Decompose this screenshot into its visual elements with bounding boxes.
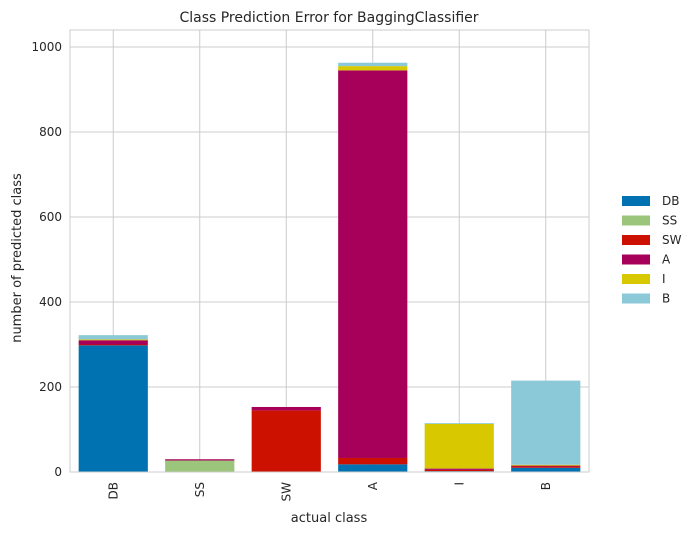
x-tick-label-sw: SW xyxy=(279,482,293,502)
bar-ss-a xyxy=(165,459,235,461)
bar-i-b xyxy=(424,423,494,424)
x-tick-labels: DB SS SW A I B xyxy=(106,481,553,501)
bar-db-i xyxy=(78,339,148,341)
x-tick-label-i: I xyxy=(452,482,466,486)
legend-swatch-b xyxy=(622,293,650,304)
bar-a-sw xyxy=(338,457,408,465)
bar-a-db xyxy=(338,464,408,472)
legend-label-ss: SS xyxy=(662,214,677,228)
bar-db-sw xyxy=(78,344,148,346)
bar-b-b xyxy=(511,380,581,465)
legend-swatch-a xyxy=(622,254,650,265)
y-tick-label-200: 200 xyxy=(39,380,62,394)
legend-swatch-i xyxy=(622,274,650,284)
x-tick-label-a: A xyxy=(366,481,380,490)
bar-db-a xyxy=(78,340,148,345)
x-tick-label-db: DB xyxy=(106,482,120,499)
y-tick-label-1000: 1000 xyxy=(31,40,62,54)
x-axis-label: actual class xyxy=(291,511,368,526)
y-tick-label-400: 400 xyxy=(39,295,62,309)
legend-swatch-db xyxy=(622,196,650,206)
bar-i-a xyxy=(424,468,494,470)
legend-label-a: A xyxy=(662,253,671,267)
plot-frame xyxy=(69,29,590,473)
x-tick-label-ss: SS xyxy=(193,482,207,497)
bar-b-sw xyxy=(511,466,581,468)
bars xyxy=(78,62,581,472)
y-tick-label-800: 800 xyxy=(39,125,62,139)
bar-sw-a xyxy=(251,406,321,411)
bar-i-i xyxy=(424,423,494,469)
y-tick-labels: 0 200 400 600 800 1000 xyxy=(31,40,62,479)
bar-db-db xyxy=(78,345,148,472)
chart-title: Class Prediction Error for BaggingClassi… xyxy=(179,10,478,26)
bar-db-b xyxy=(78,335,148,340)
y-axis-label: number of predicted class xyxy=(10,173,25,343)
legend-label-i: I xyxy=(662,272,666,286)
bar-b-i xyxy=(511,464,581,466)
bar-sw-sw xyxy=(251,410,321,472)
bar-b-a xyxy=(511,465,581,467)
bar-a-b xyxy=(338,62,408,67)
bar-a-i xyxy=(338,66,408,71)
legend-label-b: B xyxy=(662,292,670,306)
legend-swatch-ss xyxy=(622,215,650,226)
legend-label-sw: SW xyxy=(662,233,682,247)
legend-swatch-sw xyxy=(622,235,650,245)
bar-ss-ss xyxy=(165,460,235,472)
bar-a-a xyxy=(338,70,408,458)
x-tick-label-b: B xyxy=(539,482,553,490)
legend: DB SS SW AIB xyxy=(622,194,682,306)
y-tick-label-0: 0 xyxy=(54,465,62,479)
legend-label-db: DB xyxy=(662,194,679,208)
y-tick-label-600: 600 xyxy=(39,210,62,224)
bar-i-sw xyxy=(424,469,494,472)
bar-b-db xyxy=(511,467,581,472)
